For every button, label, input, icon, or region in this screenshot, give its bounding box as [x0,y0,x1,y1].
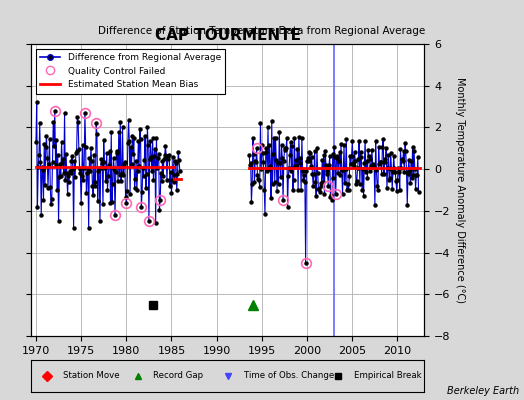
Legend: Difference from Regional Average, Quality Control Failed, Estimated Station Mean: Difference from Regional Average, Qualit… [36,48,225,94]
Text: Station Move: Station Move [63,372,119,380]
Text: Empirical Break: Empirical Break [354,372,421,380]
Text: Time of Obs. Change: Time of Obs. Change [244,372,334,380]
Y-axis label: Monthly Temperature Anomaly Difference (°C): Monthly Temperature Anomaly Difference (… [454,77,465,303]
Text: Difference of Station Temperature Data from Regional Average: Difference of Station Temperature Data f… [99,26,425,36]
Text: Berkeley Earth: Berkeley Earth [446,386,519,396]
Title: CAP TOURMENTE: CAP TOURMENTE [155,28,301,43]
Text: Record Gap: Record Gap [153,372,203,380]
